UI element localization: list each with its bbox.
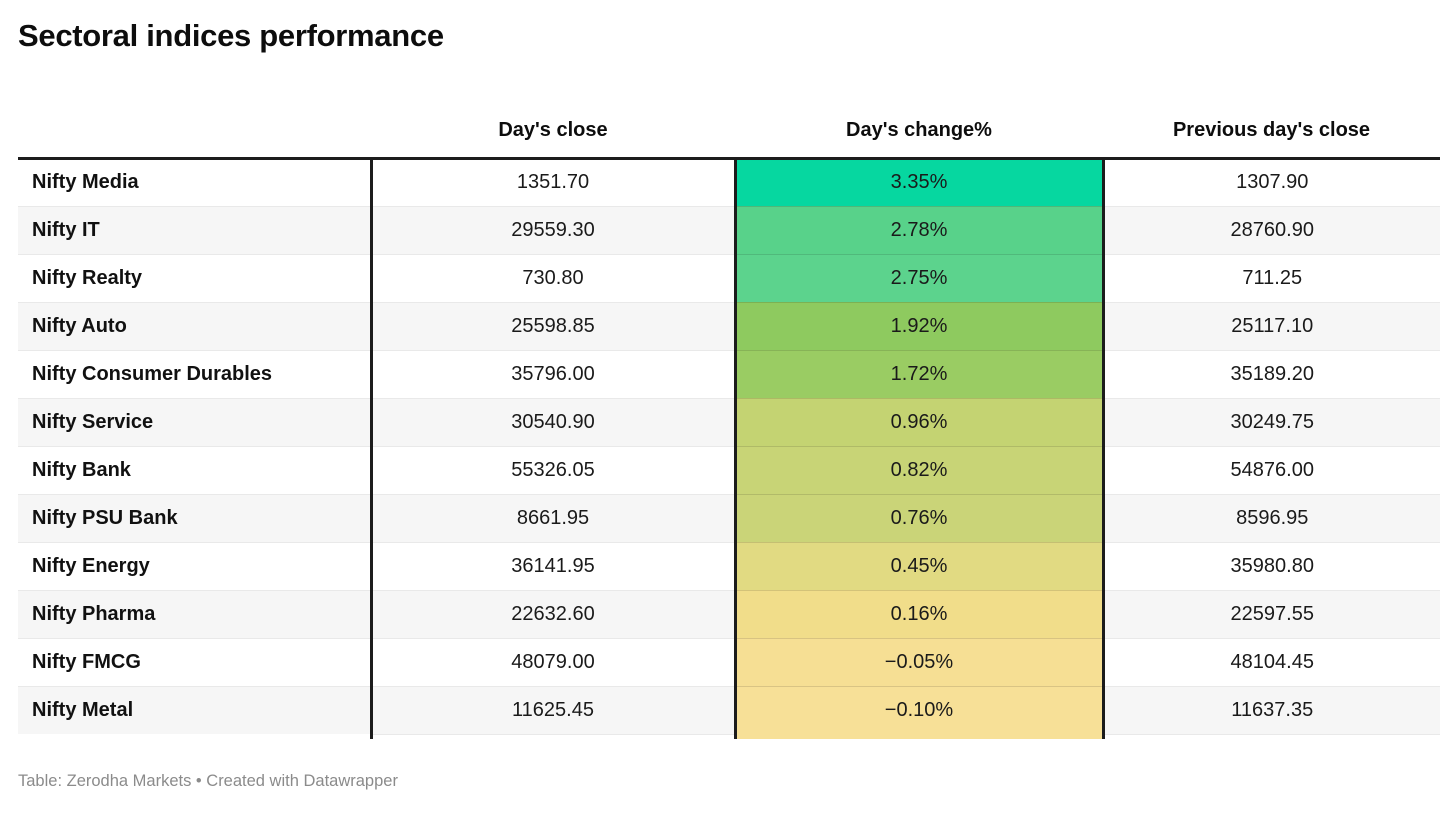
days-change-cell: 1.92% — [733, 301, 1105, 350]
index-name-cell: Nifty Realty — [18, 253, 371, 302]
previous-days-close-cell: 54876.00 — [1103, 445, 1440, 494]
table-row: Nifty FMCG 48079.00 −0.05% 48104.45 — [18, 637, 1440, 686]
days-change-cell: 0.45% — [733, 541, 1105, 590]
days-close-cell: 1351.70 — [369, 158, 735, 206]
table-row: Nifty Metal 11625.45 −0.10% 11637.35 — [18, 685, 1440, 734]
days-close-cell: 29559.30 — [369, 205, 735, 254]
days-close-cell: 35796.00 — [369, 349, 735, 398]
previous-days-close-cell: 1307.90 — [1103, 158, 1440, 206]
index-name-cell: Nifty Bank — [18, 445, 371, 494]
previous-days-close-cell: 22597.55 — [1103, 589, 1440, 638]
previous-days-close-cell: 48104.45 — [1103, 637, 1440, 686]
index-name-cell: Nifty PSU Bank — [18, 493, 371, 542]
days-change-cell: 0.16% — [733, 589, 1105, 638]
days-close-cell: 48079.00 — [369, 637, 735, 686]
column-header-empty — [18, 110, 371, 160]
table-row: Nifty Auto 25598.85 1.92% 25117.10 — [18, 301, 1440, 350]
days-change-cell: 3.35% — [733, 158, 1105, 206]
table-row: Nifty PSU Bank 8661.95 0.76% 8596.95 — [18, 493, 1440, 542]
table-row: Nifty IT 29559.30 2.78% 28760.90 — [18, 205, 1440, 254]
index-name-cell: Nifty Energy — [18, 541, 371, 590]
previous-days-close-cell: 28760.90 — [1103, 205, 1440, 254]
days-change-cell: 1.72% — [733, 349, 1105, 398]
previous-days-close-cell: 8596.95 — [1103, 493, 1440, 542]
column-header-previous-days-close: Previous day's close — [1103, 110, 1440, 160]
index-name-cell: Nifty FMCG — [18, 637, 371, 686]
days-close-cell: 8661.95 — [369, 493, 735, 542]
days-change-cell: 2.75% — [733, 253, 1105, 302]
table-row: Nifty Service 30540.90 0.96% 30249.75 — [18, 397, 1440, 446]
days-close-cell: 36141.95 — [369, 541, 735, 590]
days-close-cell: 30540.90 — [369, 397, 735, 446]
days-close-cell: 22632.60 — [369, 589, 735, 638]
table-row: Nifty Bank 55326.05 0.82% 54876.00 — [18, 445, 1440, 494]
index-name-cell: Nifty Auto — [18, 301, 371, 350]
days-close-cell: 25598.85 — [369, 301, 735, 350]
days-close-cell: 55326.05 — [369, 445, 735, 494]
table-row: Nifty Realty 730.80 2.75% 711.25 — [18, 253, 1440, 302]
sectoral-indices-table: Day's close Day's change% Previous day's… — [18, 110, 1440, 739]
index-name-cell: Nifty Service — [18, 397, 371, 446]
previous-days-close-cell: 35189.20 — [1103, 349, 1440, 398]
column-header-days-change: Day's change% — [735, 110, 1103, 160]
days-change-cell: −0.05% — [733, 637, 1105, 686]
table-row: Nifty Pharma 22632.60 0.16% 22597.55 — [18, 589, 1440, 638]
days-change-cell: 0.96% — [733, 397, 1105, 446]
index-name-cell: Nifty Metal — [18, 685, 371, 734]
index-name-cell: Nifty Pharma — [18, 589, 371, 638]
table-row: Nifty Media 1351.70 3.35% 1307.90 — [18, 158, 1440, 206]
table-row: Nifty Energy 36141.95 0.45% 35980.80 — [18, 541, 1440, 590]
index-name-cell: Nifty IT — [18, 205, 371, 254]
previous-days-close-cell: 35980.80 — [1103, 541, 1440, 590]
index-name-cell: Nifty Consumer Durables — [18, 349, 371, 398]
days-close-cell: 730.80 — [369, 253, 735, 302]
previous-days-close-cell: 25117.10 — [1103, 301, 1440, 350]
footer-attribution: Table: Zerodha Markets • Created with Da… — [18, 772, 398, 790]
days-change-cell: −0.10% — [733, 685, 1105, 734]
index-name-cell: Nifty Media — [18, 158, 371, 206]
previous-days-close-cell: 711.25 — [1103, 253, 1440, 302]
days-change-cell: 0.76% — [733, 493, 1105, 542]
days-change-cell: 2.78% — [733, 205, 1105, 254]
previous-days-close-cell: 11637.35 — [1103, 685, 1440, 734]
days-close-cell: 11625.45 — [369, 685, 735, 734]
column-header-days-close: Day's close — [371, 110, 735, 160]
days-change-cell: 0.82% — [733, 445, 1105, 494]
table-row: Nifty Consumer Durables 35796.00 1.72% 3… — [18, 349, 1440, 398]
page-title: Sectoral indices performance — [18, 18, 444, 53]
table-header-row: Day's close Day's change% Previous day's… — [18, 110, 1440, 160]
previous-days-close-cell: 30249.75 — [1103, 397, 1440, 446]
change-column-tail — [18, 733, 1440, 739]
